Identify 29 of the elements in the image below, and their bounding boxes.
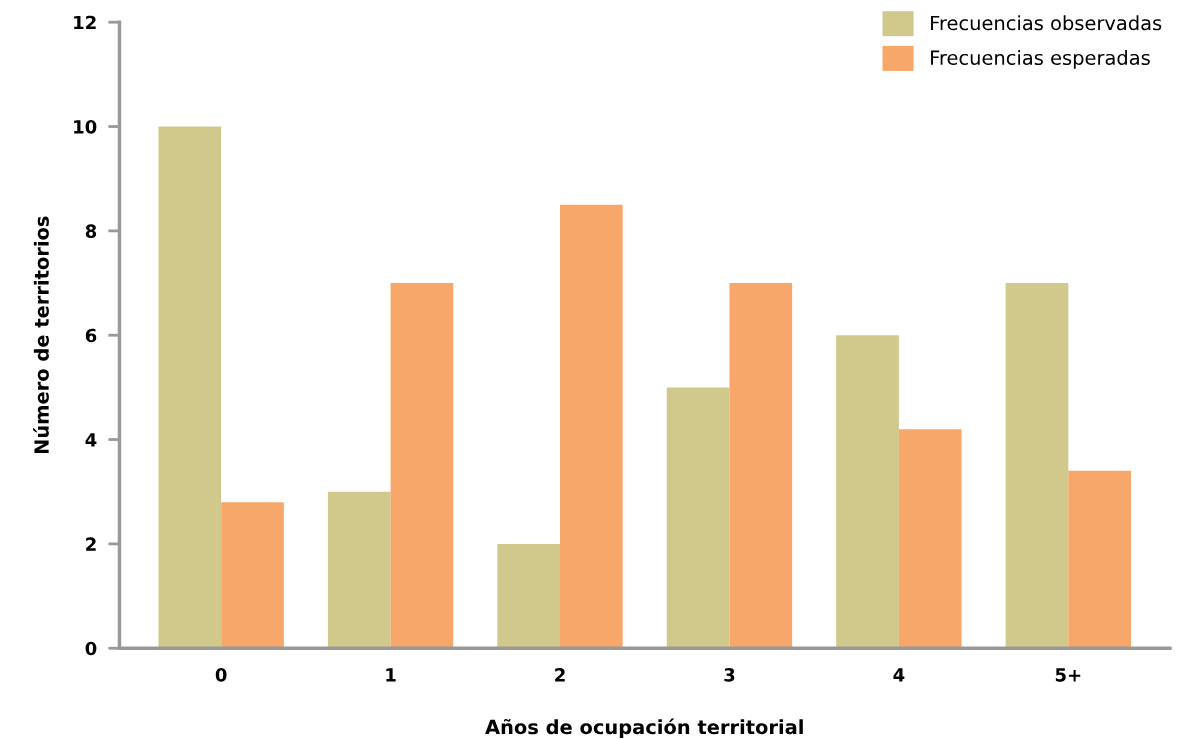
bar: [327, 491, 391, 649]
x-axis-title: Años de ocupación territorial: [485, 718, 803, 739]
bar: [729, 283, 793, 649]
y-tick-label: 0: [85, 641, 97, 656]
bar: [898, 429, 962, 649]
y-tick-label: 8: [85, 224, 97, 238]
y-tick-label: 12: [74, 15, 96, 30]
y-tick-label: 10: [74, 120, 97, 134]
y-tick-label: 6: [85, 328, 97, 343]
bar: [1068, 470, 1132, 649]
x-tick-label: 5+: [1055, 668, 1081, 682]
y-axis-title: Número de territorios: [33, 216, 49, 454]
x-tick-label: 3: [724, 668, 735, 682]
legend-label: Frecuencias esperadas: [931, 49, 1150, 69]
bar: [666, 387, 730, 649]
bar: [560, 204, 623, 649]
x-tick-label: 4: [893, 668, 905, 682]
y-tick-label: 2: [86, 537, 96, 551]
bar: [221, 502, 284, 649]
bar: [158, 126, 222, 649]
bar: [836, 335, 899, 649]
x-tick-label: 1: [386, 668, 396, 682]
bar: [497, 543, 561, 649]
bar: [390, 283, 454, 649]
bar: [1005, 283, 1069, 649]
x-tick-label: 2: [555, 668, 565, 682]
x-tick-label: 0: [215, 668, 227, 682]
y-tick-label: 4: [85, 433, 97, 447]
legend-label: Frecuencias observadas: [931, 15, 1162, 31]
